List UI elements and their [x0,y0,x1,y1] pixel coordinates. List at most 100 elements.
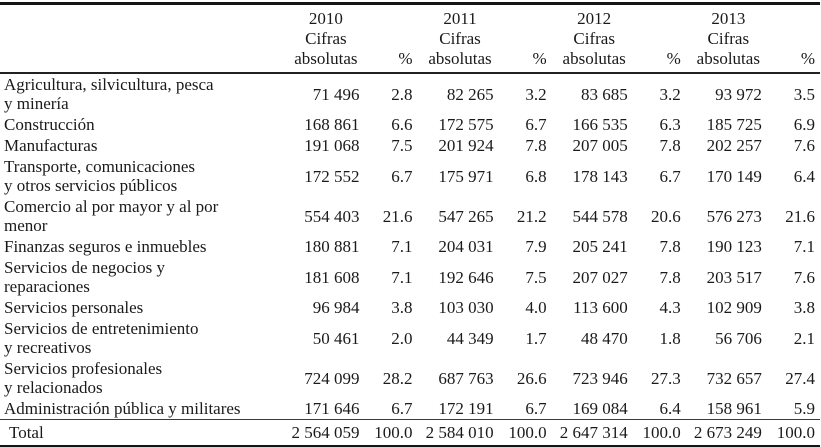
percent-cell: 3.8 [391,298,413,317]
percent-cell: 7.6 [793,267,815,287]
cifras-cell: 732 657 [706,368,762,388]
table-row-personales: Servicios personales 96 984 3.8 103 030 … [0,297,820,318]
percent-cell: 2.1 [793,328,815,348]
cifras-cell: 93 972 [715,84,762,104]
cifras-cell: 2 584 010 [417,419,503,447]
percent-cell: 100.0 [636,419,686,447]
percent-cell: 100.0 [368,419,418,447]
percent-cell: 6.7 [391,399,413,418]
cifras-cell: 102 909 [706,298,762,317]
cifras-cell: 723 946 [572,368,628,388]
percent-cell: 7.9 [525,237,547,256]
column-header-2011-cifras: 2011 Cifras absolutas [417,3,503,74]
percent-cell: 28.2 [382,368,413,388]
percent-cell: 6.6 [391,115,413,134]
percent-cell: 3.2 [659,84,681,104]
percent-cell: 7.6 [793,136,815,155]
cifras-cell: 172 552 [304,166,360,186]
percent-cell: 4.3 [659,298,681,317]
percent-cell: 6.7 [525,399,547,418]
table-row-entretenimiento: Servicios de entretenimiento y recreativ… [0,318,820,358]
row-label: Servicios profesionales y relacionados [4,359,163,397]
cifras-cell: 687 763 [438,368,494,388]
percent-cell: 27.3 [651,368,681,388]
percent-cell: 3.5 [793,84,815,104]
row-label: Manufacturas [4,136,98,155]
table-row-profesionales: Servicios profesionales y relacionados 7… [0,358,820,398]
table-row-finanzas: Finanzas seguros e inmuebles 180 881 7.1… [0,236,820,257]
column-header-2013-pct: % [770,3,820,74]
cifras-cell: 547 265 [438,206,494,226]
table-row-manufacturas: Manufacturas 191 068 7.5 201 924 7.8 207… [0,135,820,156]
column-header-2010-cifras: 2010 Cifras absolutas [283,3,369,74]
percent-cell: 7.8 [525,136,547,155]
cifras-cell: 178 143 [572,166,628,186]
cifras-cell: 50 461 [312,328,360,348]
column-header-2013-cifras: 2013 Cifras absolutas [685,3,771,74]
empty-corner-cell [0,3,284,74]
cifras-cell: 202 257 [706,136,762,155]
measure-label: Cifras absolutas [696,29,760,68]
row-label: Servicios de entretenimiento y recreativ… [4,319,199,357]
percent-cell: 6.7 [391,166,413,186]
cifras-cell: 544 578 [572,206,628,226]
table-row-negocios: Servicios de negocios y reparaciones 181… [0,257,820,297]
cifras-cell: 207 027 [572,267,628,287]
percent-cell: 100.0 [502,419,552,447]
cifras-cell: 170 149 [706,166,762,186]
cifras-cell: 191 068 [304,136,360,155]
cifras-cell: 2 564 059 [283,419,369,447]
cifras-cell: 576 273 [706,206,762,226]
cifras-cell: 103 030 [438,298,494,317]
percent-cell: 7.5 [391,136,413,155]
percent-cell: 7.8 [659,237,681,256]
measure-label: Cifras absolutas [428,29,492,68]
percent-cell: 3.2 [525,84,547,104]
year-label: 2013 [711,9,746,28]
column-header-2012-cifras: 2012 Cifras absolutas [551,3,637,74]
cifras-cell: 180 881 [304,237,360,256]
column-header-2011-pct: % [502,3,552,74]
cifras-cell: 181 608 [304,267,360,287]
cifras-cell: 83 685 [580,84,628,104]
cifras-cell: 171 646 [304,399,360,418]
year-label: 2010 [308,9,343,28]
cifras-cell: 207 005 [572,136,628,155]
percent-cell: 6.8 [525,166,547,186]
cifras-cell: 201 924 [438,136,494,155]
table-row-construccion: Construcción 168 861 6.6 172 575 6.7 166… [0,114,820,135]
year-label: 2012 [577,9,612,28]
percent-cell: 21.2 [516,206,547,226]
cifras-cell: 56 706 [715,328,762,348]
percent-cell: 7.1 [391,237,413,256]
cifras-cell: 175 971 [438,166,494,186]
cifras-cell: 205 241 [572,237,628,256]
percent-cell: 7.1 [391,267,413,287]
percent-cell: 7.5 [525,267,547,287]
percent-cell: 21.6 [785,206,815,226]
percent-cell: 2.8 [391,84,413,104]
row-label: Transporte, comunicaciones y otros servi… [4,157,196,195]
percent-cell: 100.0 [770,419,820,447]
percent-cell: 26.6 [516,368,547,388]
row-label: Administración pública y militares [4,399,241,418]
percent-cell: 27.4 [785,368,815,388]
cifras-cell: 2 673 249 [685,419,771,447]
cifras-cell: 71 496 [312,84,360,104]
row-label: Servicios personales [4,298,144,317]
percent-cell: 6.7 [525,115,547,134]
cifras-cell: 724 099 [304,368,360,388]
cifras-cell: 44 349 [446,328,494,348]
cifras-cell: 192 646 [438,267,494,287]
percent-cell: 6.4 [793,166,815,186]
percent-cell: 5.9 [793,399,815,418]
header-row: 2010 Cifras absolutas % 2011 Cifras absolu… [0,3,820,74]
cifras-cell: 172 191 [438,399,494,418]
cifras-cell: 190 123 [706,237,762,256]
cifras-cell: 96 984 [312,298,360,317]
cifras-cell: 48 470 [580,328,628,348]
cifras-cell: 172 575 [438,115,494,134]
cifras-cell: 169 084 [572,399,628,418]
